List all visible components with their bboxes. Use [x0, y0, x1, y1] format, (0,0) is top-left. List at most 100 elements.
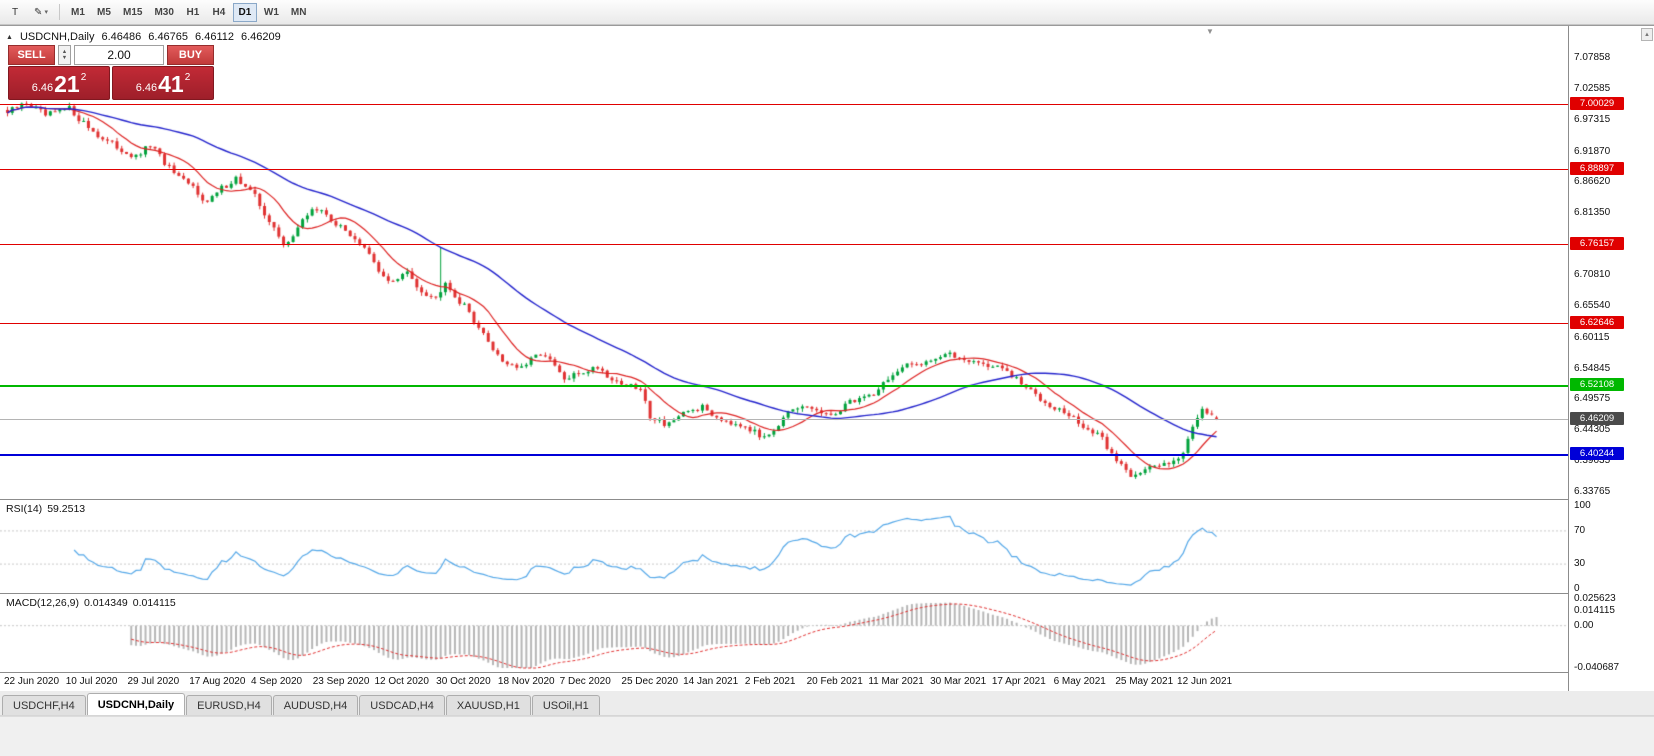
date-tick: 22 Jun 2020: [4, 676, 60, 687]
timeframe-w1[interactable]: W1: [259, 3, 284, 22]
horizontal-level-line[interactable]: [0, 322, 1568, 324]
panel-separator[interactable]: [0, 672, 1654, 673]
timeframe-mn[interactable]: MN: [286, 3, 312, 22]
timeframe-h4[interactable]: H4: [207, 3, 231, 22]
price-axis[interactable]: 7.07858 7.02585 6.97315 6.91870 6.86620 6.813…: [1568, 26, 1654, 692]
level-price-badge: 6.76157: [1570, 236, 1624, 250]
price-tick: 6.49575: [1574, 393, 1611, 405]
date-tick: 12 Jun 2021: [1177, 676, 1233, 687]
macd-indicator-label: MACD(12,26,9) 0.014349 0.014115: [6, 597, 181, 609]
timeframe-m15[interactable]: M15: [118, 3, 147, 22]
timeframe-toolbar: M1 M5 M15 M30 H1 H4 D1 W1 MN: [66, 2, 312, 22]
chart-tab-usdcad-h4[interactable]: USDCAD,H4: [359, 695, 445, 715]
date-tick: 17 Apr 2021: [991, 676, 1046, 687]
volume-down-icon[interactable]: ▼: [61, 55, 68, 61]
ask-price-prefix: 6.46: [135, 82, 158, 94]
price-tick: 6.81350: [1574, 207, 1611, 219]
macd-axis-tick: 0.014115: [1574, 604, 1615, 616]
sell-button[interactable]: SELL: [8, 45, 55, 65]
price-tick: 6.33765: [1574, 486, 1611, 497]
date-tick: 7 Dec 2020: [559, 676, 611, 687]
bid-price-prefix: 6.46: [31, 82, 54, 94]
current-price-badge: 6.46209: [1570, 412, 1624, 426]
macd-main-value: 0.014349: [83, 597, 128, 609]
horizontal-level-line[interactable]: [0, 103, 1568, 105]
horizontal-level-line[interactable]: [0, 243, 1568, 245]
status-bar: [0, 716, 1654, 756]
macd-name: MACD(12,26,9): [6, 597, 79, 609]
chart-tab-xauusd-h1[interactable]: XAUUSD,H1: [445, 695, 531, 715]
price-chart-canvas[interactable]: [0, 27, 1568, 499]
chart-tab-bar: USDCHF,H4 USDCNH,Daily EURUSD,H4 AUDUSD,H4 U…: [0, 691, 1654, 716]
date-tick: 30 Oct 2020: [436, 676, 491, 687]
level-price-badge: 6.62646: [1570, 315, 1624, 329]
chart-tab-audusd-h4[interactable]: AUDUSD,H4: [272, 695, 359, 715]
price-tick: 6.97315: [1574, 113, 1611, 125]
date-tick: 18 Nov 2020: [497, 676, 555, 687]
timeframe-m30[interactable]: M30: [149, 3, 178, 22]
level-price-badge: 7.00029: [1570, 96, 1624, 110]
buy-button[interactable]: BUY: [167, 45, 214, 65]
timeframe-m5[interactable]: M5: [92, 3, 116, 22]
date-tick: 2 Feb 2021: [744, 676, 796, 687]
chart-tab-eurusd-h4[interactable]: EURUSD,H4: [186, 695, 272, 715]
rsi-axis-tick: 70: [1574, 524, 1586, 536]
date-tick: 11 Mar 2021: [868, 676, 924, 687]
date-tick: 4 Sep 2020: [250, 676, 303, 687]
bar-high-value: 6.46765: [148, 31, 189, 43]
timeframe-d1[interactable]: D1: [232, 2, 257, 22]
rsi-axis-tick: 0: [1574, 583, 1580, 594]
bid-price-big: 21: [54, 71, 80, 97]
rsi-value: 59.2513: [47, 503, 86, 515]
chart-template-icon[interactable]: T: [3, 3, 27, 22]
current-price-line: [0, 419, 1568, 421]
volume-spinner[interactable]: ▲ ▼: [58, 45, 71, 65]
date-tick: 10 Jul 2020: [65, 676, 118, 687]
ask-price-sup: 2: [184, 72, 191, 83]
timeframe-m1[interactable]: M1: [66, 3, 90, 22]
rsi-axis-tick: 30: [1574, 558, 1586, 570]
price-tick: 6.54845: [1574, 362, 1611, 374]
rsi-indicator-canvas[interactable]: [0, 500, 1568, 593]
volume-input[interactable]: [74, 45, 164, 65]
price-tick: 6.86620: [1574, 176, 1611, 188]
pen-tool-icon[interactable]: ✎ ▾: [29, 3, 53, 22]
macd-axis-tick: 0.00: [1574, 619, 1594, 631]
macd-axis-tick: -0.040687: [1574, 662, 1620, 673]
price-tick: 6.70810: [1574, 269, 1611, 280]
timeframe-h1[interactable]: H1: [181, 3, 205, 22]
level-price-badge: 6.52108: [1570, 377, 1624, 391]
scroll-up-icon[interactable]: ▲: [1641, 28, 1653, 41]
chart-tab-usdchf-h4[interactable]: USDCHF,H4: [2, 695, 86, 715]
macd-axis-tick: 0.025623: [1574, 593, 1616, 604]
buy-price-display[interactable]: 6.46 41 2: [112, 66, 214, 100]
horizontal-level-line[interactable]: [0, 384, 1568, 387]
horizontal-level-line[interactable]: [0, 169, 1568, 171]
date-tick: 6 May 2021: [1053, 676, 1106, 687]
ask-price-big: 41: [158, 71, 184, 97]
dropdown-icon: ▾: [44, 9, 48, 16]
date-tick: 29 Jul 2020: [127, 676, 180, 687]
price-tick: 7.02585: [1574, 82, 1611, 94]
date-tick: 30 Mar 2021: [930, 676, 987, 687]
horizontal-level-line[interactable]: [0, 454, 1568, 457]
chart-tab-usdcnh-daily[interactable]: USDCNH,Daily: [86, 693, 186, 715]
one-click-panel-toggle-icon[interactable]: ▲: [6, 33, 13, 41]
chart-symbol-period: USDCNH,Daily: [19, 31, 95, 43]
macd-signal-value: 0.014115: [132, 597, 176, 609]
bar-low-value: 6.46112: [195, 31, 234, 43]
sell-price-display[interactable]: 6.46 21 2: [8, 66, 110, 100]
date-axis[interactable]: 22 Jun 2020 10 Jul 2020 29 Jul 2020 17 Aug …: [0, 673, 1568, 691]
level-price-badge: 6.40244: [1570, 447, 1624, 461]
price-tick: 6.91870: [1574, 145, 1611, 157]
date-tick: 25 May 2021: [1115, 676, 1174, 687]
macd-indicator-canvas[interactable]: [0, 594, 1568, 672]
panel-separator[interactable]: [0, 593, 1654, 594]
date-tick: 17 Aug 2020: [189, 676, 246, 687]
chart-tab-usoil-h1[interactable]: USOil,H1: [531, 695, 600, 715]
chart-shift-marker-icon[interactable]: ▼: [1206, 27, 1214, 36]
volume-up-icon[interactable]: ▲: [61, 49, 68, 55]
bid-price-sup: 2: [80, 72, 87, 83]
panel-separator[interactable]: [0, 499, 1654, 500]
